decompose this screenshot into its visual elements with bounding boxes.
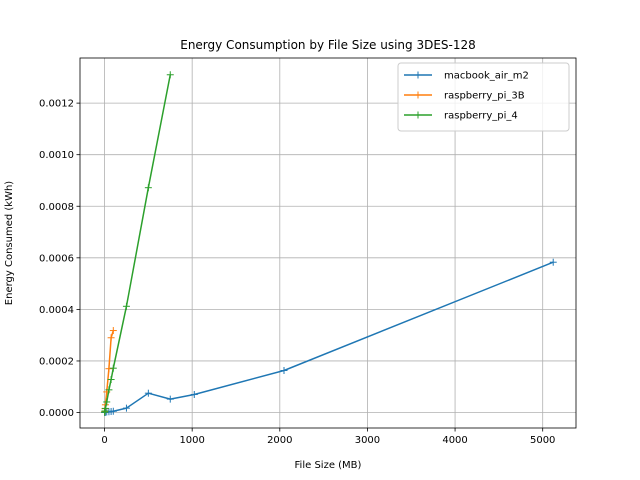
x-tick-label: 1000 xyxy=(179,435,204,446)
y-axis-label: Energy Consumed (kWh) xyxy=(4,181,15,306)
data-point xyxy=(101,404,109,412)
x-tick-label: 3000 xyxy=(355,435,380,446)
legend-label: raspberry_pi_3B xyxy=(444,91,525,102)
y-axis-ticks: 0.0000 0.0002 0.0004 0.0006 0.0008 0.0010 0.00… xyxy=(39,99,80,419)
y-tick-label: 0.0012 xyxy=(39,99,74,110)
data-point xyxy=(122,302,130,310)
legend-label: raspberry_pi_4 xyxy=(444,111,518,122)
data-point xyxy=(144,389,152,397)
data-point xyxy=(190,390,198,398)
y-tick-label: 0.0006 xyxy=(39,253,74,264)
data-point xyxy=(105,365,113,373)
legend-item-raspberry_pi_3B: raspberry_pi_3B xyxy=(404,91,525,102)
data-point xyxy=(107,334,115,342)
data-point xyxy=(549,258,557,266)
legend-item-macbook_air_m2: macbook_air_m2 xyxy=(404,71,529,82)
chart-title: Energy Consumption by File Size using 3D… xyxy=(180,38,476,52)
data-point xyxy=(109,364,117,372)
legend-item-raspberry_pi_4: raspberry_pi_4 xyxy=(404,111,518,122)
x-tick-label: 5000 xyxy=(530,435,555,446)
y-tick-label: 0.0008 xyxy=(39,202,74,213)
y-tick-label: 0.0010 xyxy=(39,150,74,161)
x-axis-ticks: 0 1000 2000 3000 4000 5000 xyxy=(101,428,555,446)
data-point xyxy=(107,376,115,384)
data-point xyxy=(166,71,174,79)
y-tick-label: 0.0004 xyxy=(39,305,74,316)
data-point xyxy=(105,386,113,394)
series-raspberry_pi_4 xyxy=(101,71,174,416)
series-layer xyxy=(101,71,557,416)
data-point xyxy=(109,327,117,335)
data-point xyxy=(144,184,152,192)
data-point xyxy=(280,367,288,375)
x-tick-label: 4000 xyxy=(442,435,467,446)
grid xyxy=(80,58,576,428)
data-point xyxy=(122,404,130,412)
plot-frame xyxy=(79,57,577,429)
y-tick-label: 0.0000 xyxy=(39,408,74,419)
data-point xyxy=(166,395,174,403)
legend-frame xyxy=(397,62,570,132)
y-tick-label: 0.0002 xyxy=(39,356,74,367)
x-axis-label: File Size (MB) xyxy=(295,460,362,471)
legend: macbook_air_m2 raspberry_pi_3B raspberry_p… xyxy=(397,62,570,132)
legend-label: macbook_air_m2 xyxy=(444,71,529,82)
x-tick-label: 2000 xyxy=(267,435,292,446)
x-tick-label: 0 xyxy=(101,435,107,446)
data-point xyxy=(109,407,117,415)
data-point xyxy=(103,398,111,406)
